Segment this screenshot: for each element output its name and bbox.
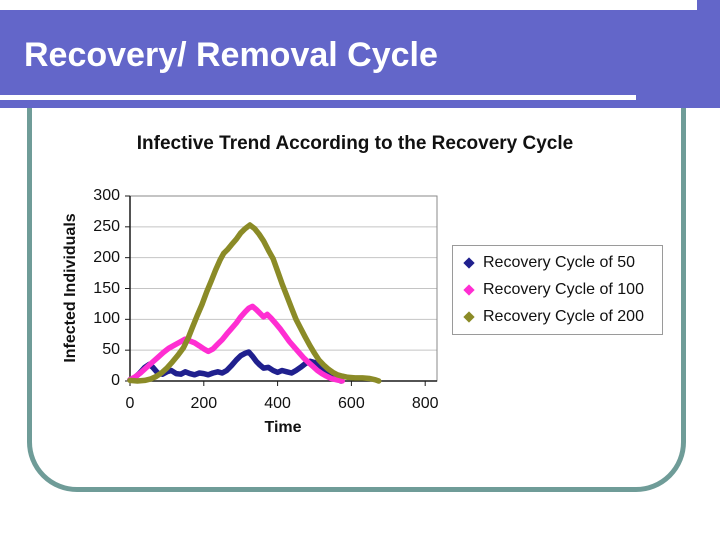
y-tick-label: 100 [93,310,120,328]
y-tick-label: 200 [93,248,120,266]
y-tick-label: 250 [93,217,120,235]
chart-legend: Recovery Cycle of 50 Recovery Cycle of 1… [452,245,663,335]
x-tick-label: 600 [338,395,365,412]
x-tick-label: 0 [125,395,135,412]
banner-corner-accent [697,0,720,16]
title-banner [0,10,720,108]
diamond-marker-icon [463,310,475,323]
legend-item-cycle-100: Recovery Cycle of 100 [463,280,662,299]
x-tick-label: 400 [264,395,291,412]
y-tick-label: 300 [93,187,120,204]
x-axis-label: Time [264,419,302,436]
y-tick-label: 0 [111,372,120,389]
legend-item-cycle-50: Recovery Cycle of 50 [463,254,662,272]
x-tick-label: 800 [411,395,439,412]
title-underline [0,95,636,100]
diamond-marker-icon [463,284,475,296]
slide-title: Recovery/ Removal Cycle [24,36,438,74]
legend-label: Recovery Cycle of 50 [483,254,636,272]
legend-item-cycle-200: Recovery Cycle of 200 [463,307,662,326]
y-tick-label: 50 [102,341,120,359]
chart-title: Infective Trend According to the Recover… [136,133,574,154]
diamond-marker-icon [463,257,475,269]
x-tick-label: 200 [190,395,218,412]
legend-label: Recovery Cycle of 200 [483,307,644,325]
legend-label: Recovery Cycle of 100 [483,280,644,298]
y-tick-label: 150 [93,279,120,297]
